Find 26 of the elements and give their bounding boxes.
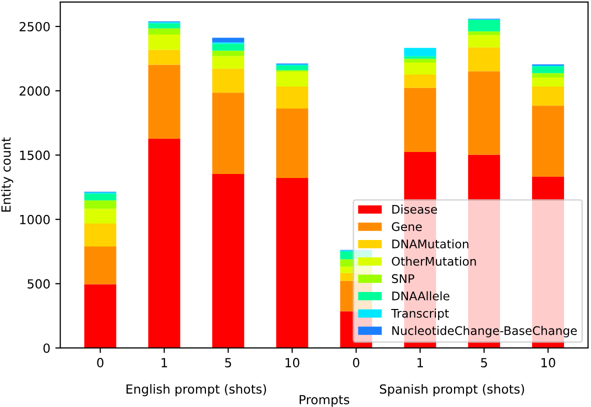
text: Spanish prompt (shots) (380, 384, 524, 396)
y-tick-label: 500 (28, 279, 50, 289)
legend-label: DNAMutation (392, 239, 468, 248)
x-tick-label: 5 (225, 358, 232, 368)
y-tick-label: 0 (43, 343, 50, 353)
y-tick-label: 2000 (20, 86, 50, 96)
legend-label: NucleotideChange-BaseChange (392, 326, 577, 338)
x-tick-label: 1 (418, 358, 423, 368)
legend-label: Gene (392, 222, 422, 232)
legend-label: Transcript (391, 308, 449, 320)
x-axis-title: Prompts (300, 395, 350, 407)
legend-label: SNP (392, 274, 414, 284)
x-tick-label: 5 (481, 358, 487, 368)
legend-label: OtherMutation (392, 256, 476, 266)
x-tick-label: 0 (97, 358, 104, 368)
y-tick-label: 1500 (20, 150, 50, 160)
text: English prompt (shots) (126, 384, 266, 396)
x-tick-label: 10 (286, 358, 300, 368)
x-tick-label: 0 (352, 358, 360, 368)
x-tick-label: 10 (541, 358, 556, 368)
x-tick-label: 1 (162, 358, 168, 368)
legend-label: Disease (392, 204, 438, 214)
y-axis-title: Entity count (1, 137, 14, 212)
y-tick-label: 1000 (20, 214, 50, 224)
legend-label: DNAAllele (392, 291, 450, 300)
y-tick-label: 2500 (20, 22, 50, 32)
